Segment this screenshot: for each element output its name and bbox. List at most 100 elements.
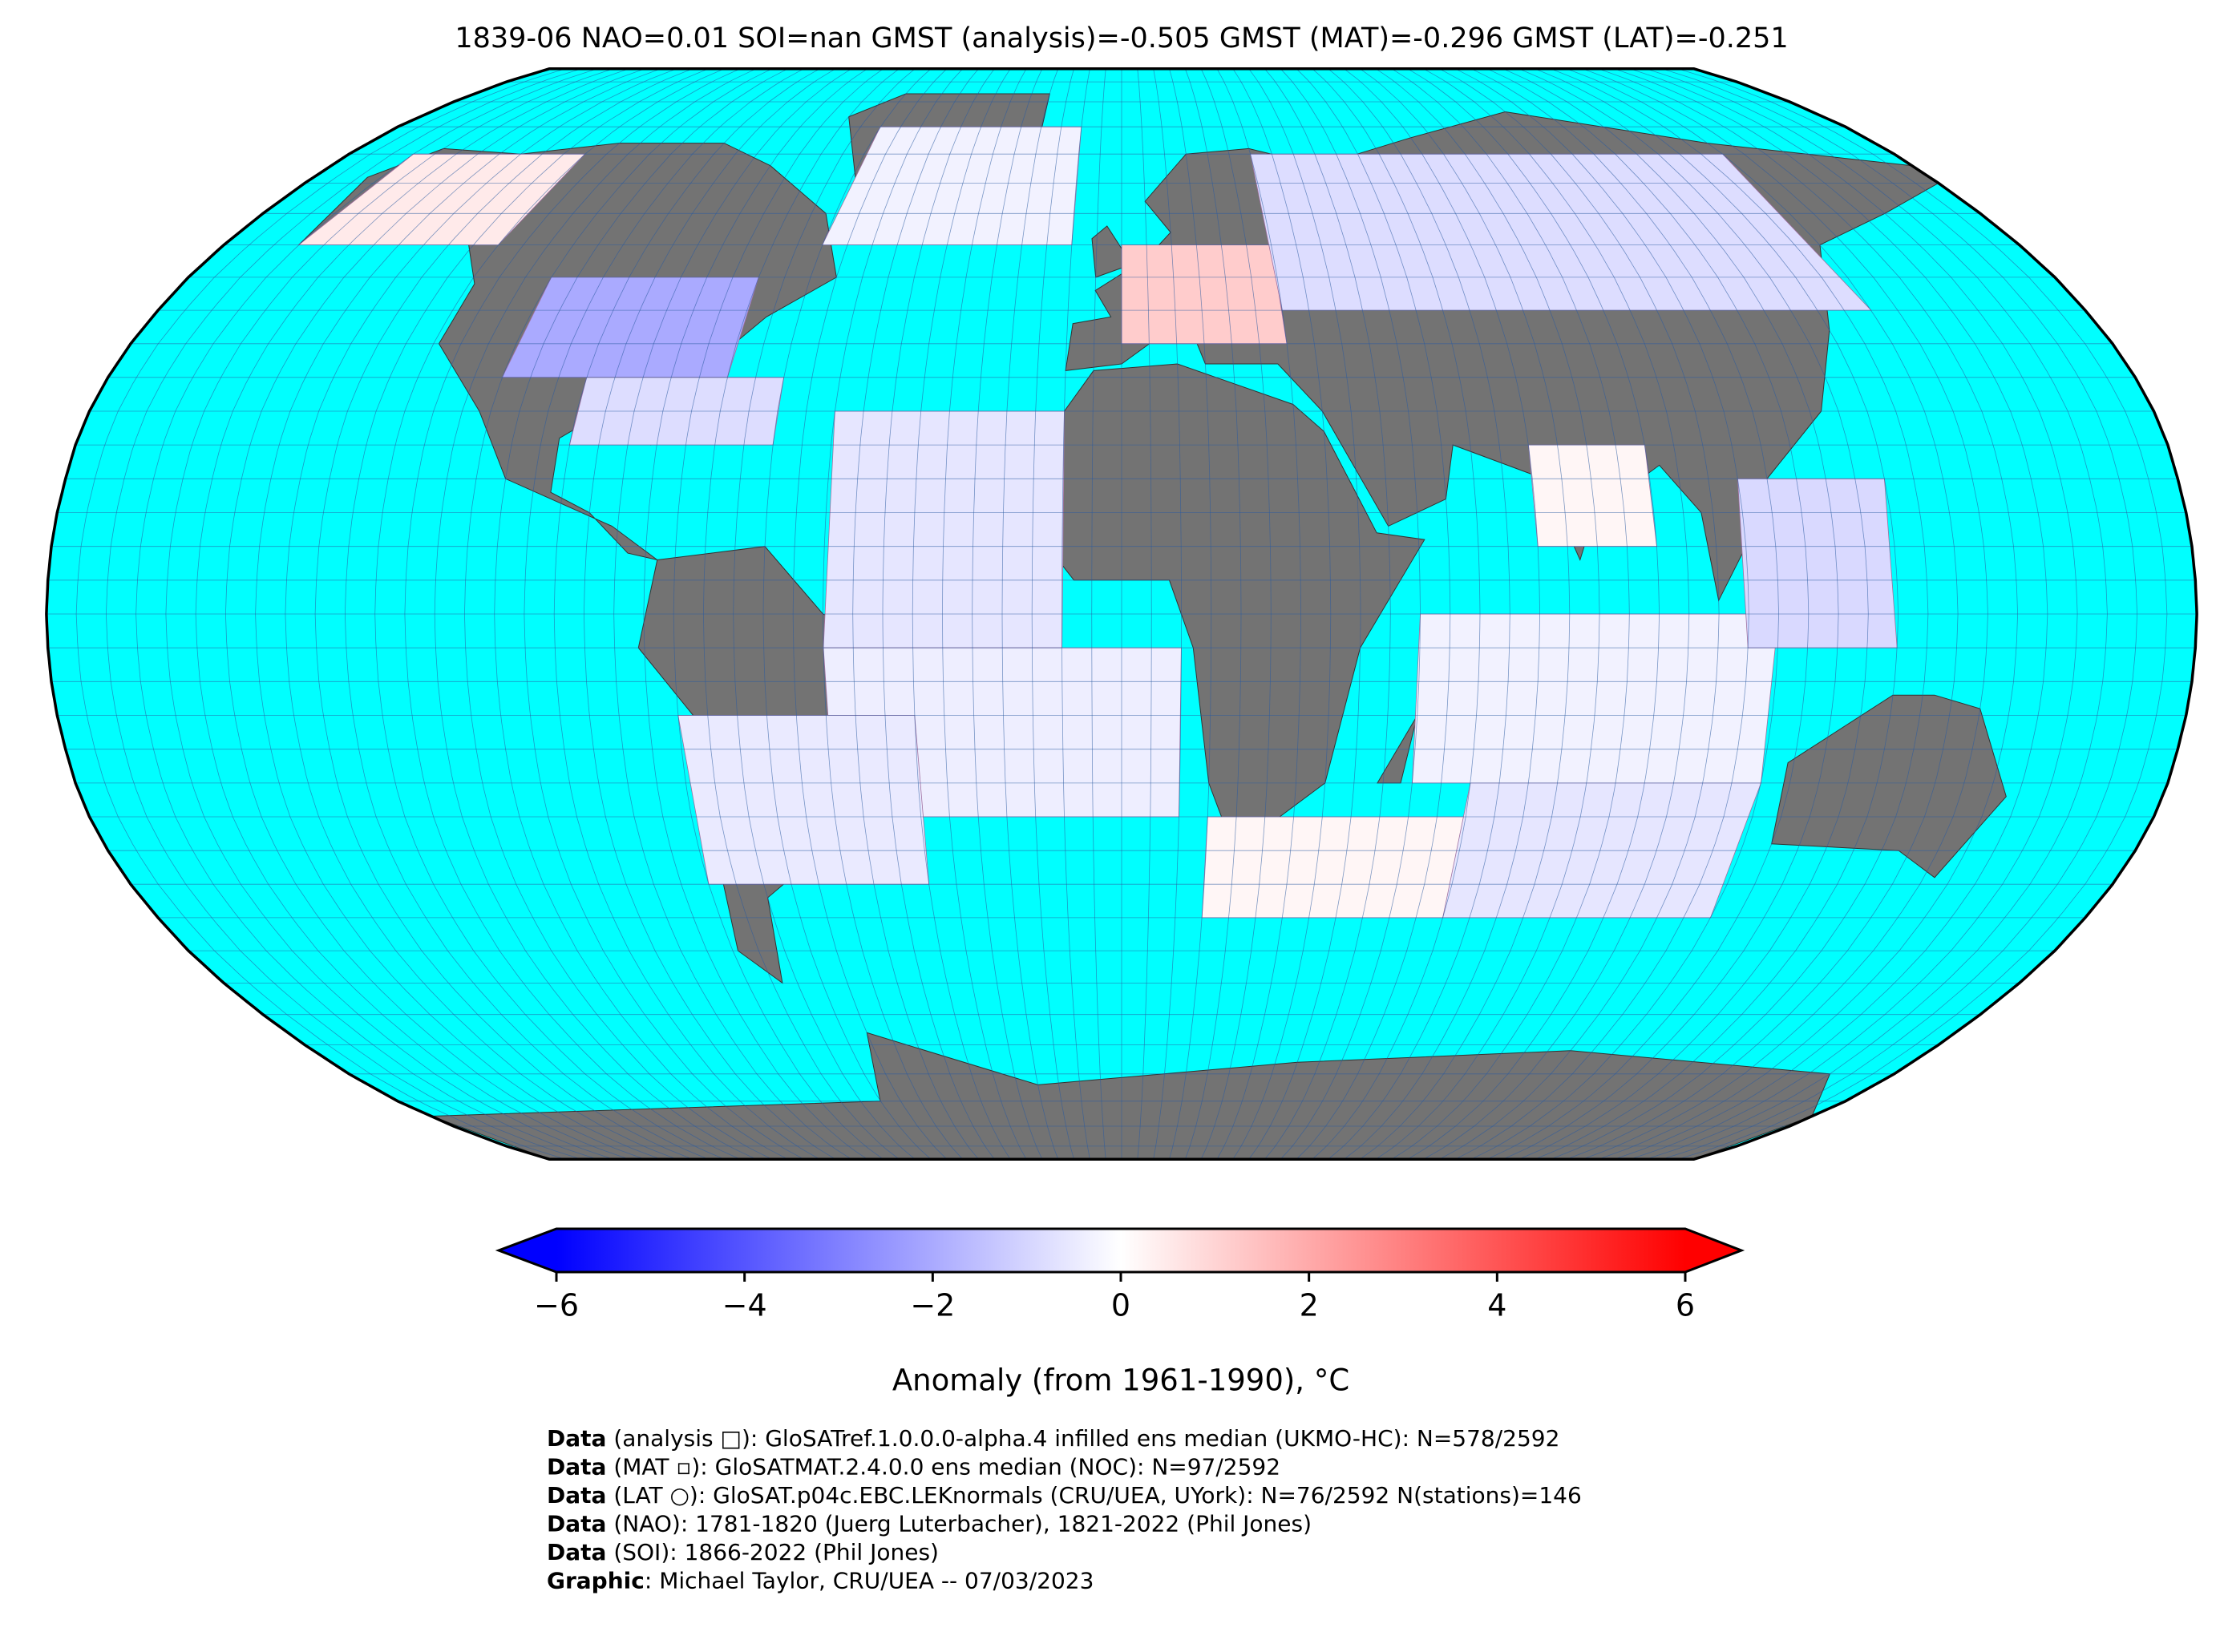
graticule [1001,68,1059,1160]
map [46,68,2198,1160]
graticule [912,68,1011,1160]
footer-line: Data (analysis □): GloSATref.1.0.0.0-alp… [547,1425,1559,1452]
graticule [1360,68,1571,1160]
graticule [1312,68,1481,1160]
graticule [1614,68,2048,1160]
footer-line: Graphic: Michael Taylor, CRU/UEA -- 07/0… [547,1568,1094,1594]
title: 1839-06 NAO=0.01 SOI=nan GMST (analysis)… [455,22,1788,55]
footer-bold: Graphic [547,1568,645,1594]
graticule [1344,68,1541,1160]
footer-bold: Data [547,1482,606,1509]
anomaly-cell [1121,244,1288,345]
graticule [1296,68,1451,1160]
graticule [1630,68,2078,1160]
graticule [1137,68,1152,1160]
cb-extend-low [499,1229,556,1272]
cb-tick-label: 0 [1111,1288,1130,1323]
footer-bold: Data [547,1511,606,1537]
graticule [1153,68,1182,1160]
graticule [792,68,948,1160]
graticule [1471,68,1780,1160]
graticule [1486,68,1810,1160]
anomaly-cell [677,715,930,885]
graticule [1646,68,2108,1160]
footer-bold: Data [547,1454,606,1480]
graticule [1184,68,1242,1160]
footer-line: Data (SOI): 1866-2022 (Phil Jones) [547,1539,939,1565]
graticule [1091,68,1106,1160]
graticule [1455,68,1749,1160]
map-outline [45,67,2198,1161]
cb-extend-high [1685,1229,1741,1272]
anomaly-cell [1201,816,1466,919]
footer-line: Data (NAO): 1781-1820 (Juerg Luterbacher… [547,1511,1312,1537]
cb-tick-label: −4 [722,1288,767,1323]
graticule [882,68,995,1160]
graticule [1200,68,1272,1160]
graticule [1216,68,1301,1160]
footer-line: Data (LAT ○): GloSAT.p04c.EBC.LEKnormals… [547,1482,1582,1509]
graticule [1551,68,1929,1160]
anomaly-cell [1737,478,1898,648]
cb-tick-label: −6 [534,1288,579,1323]
graticule [494,68,788,1160]
graticule [1375,68,1600,1160]
footer-text: (LAT ○): GloSAT.p04c.EBC.LEKnormals (CRU… [606,1482,1581,1509]
cb-tick-label: −2 [910,1288,955,1323]
graticule [195,68,629,1160]
graticule [75,68,566,1160]
footer-text: (SOI): 1866-2022 (Phil Jones) [606,1539,939,1565]
graticule [1661,68,2138,1160]
graticule [165,68,613,1160]
graticule [463,68,772,1160]
footer-text: (MAT ▫): GloSATMAT.2.4.0.0 ens median (N… [606,1454,1280,1480]
graticule [702,68,900,1160]
footer: Data (analysis □): GloSATref.1.0.0.0-alp… [547,1425,1582,1594]
graticule [285,68,677,1160]
graticule [823,68,963,1160]
graticule [673,68,884,1160]
graticule [1391,68,1630,1160]
graticule [1535,68,1899,1160]
cb-bar [556,1229,1685,1272]
graticule [1407,68,1660,1160]
graticule [583,68,836,1160]
graticule [314,68,693,1160]
footer-bold: Data [547,1539,606,1565]
footer-text: (analysis □): GloSATref.1.0.0.0-alpha.4 … [606,1425,1559,1452]
graticule [1280,68,1421,1160]
graticule [1598,68,2019,1160]
cb-tick-label: 2 [1300,1288,1319,1323]
graticule [972,68,1043,1160]
graticule [344,68,709,1160]
graticule [942,68,1027,1160]
graticule [105,68,582,1160]
graticule [1264,68,1391,1160]
graticule [1502,68,1839,1160]
graticule [553,68,820,1160]
graticule [1328,68,1510,1160]
cb-tick-label: 6 [1676,1288,1695,1323]
graticule [1248,68,1361,1160]
footer-bold: Data [547,1425,606,1452]
colorbar: −6 −4 −2 0 2 4 6 Anomaly (from 1961-1990), °C [495,1227,1745,1398]
graticule [1566,68,1959,1160]
graticule [1518,68,1869,1160]
graticule [1677,68,2168,1160]
graticule [1061,68,1090,1160]
land [1771,694,2007,879]
footer-line: Data (MAT ▫): GloSATMAT.2.4.0.0 ens medi… [547,1454,1280,1480]
cb-label: Anomaly (from 1961-1990), °C [892,1363,1349,1398]
cb-tick-label: 4 [1487,1288,1506,1323]
graticule [1439,68,1720,1160]
graticule [852,68,979,1160]
footer-text: : Michael Taylor, CRU/UEA -- 07/03/2023 [645,1568,1094,1594]
graticule [224,68,645,1160]
graticule [613,68,852,1160]
graticule [1423,68,1690,1160]
graticule [404,68,741,1160]
graticule [1169,68,1212,1160]
graticule [374,68,725,1160]
graticule [135,68,597,1160]
